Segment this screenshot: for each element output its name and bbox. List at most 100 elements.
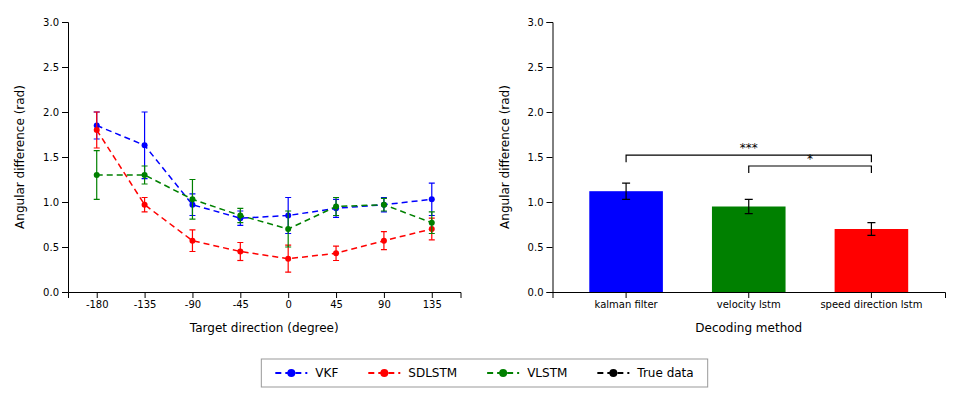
legend-marker <box>499 369 507 377</box>
legend-marker <box>287 369 295 377</box>
line <box>97 126 432 219</box>
tick: 1.0 <box>43 197 68 208</box>
tick: -45 <box>233 292 249 310</box>
point <box>142 202 148 208</box>
point <box>94 172 100 178</box>
x-axis-title: Target direction (degree) <box>189 321 339 335</box>
error-bar-cap <box>94 111 100 112</box>
error-bar-cap <box>333 246 339 247</box>
legend-marker <box>380 369 388 377</box>
y-axis: 0.00.51.01.52.02.53.0 <box>528 17 553 298</box>
error-bar-cap <box>189 229 195 230</box>
error-bar-cap <box>867 235 875 236</box>
tick-mark <box>547 67 553 68</box>
error-bar <box>867 223 875 236</box>
y-axis-title: Angular difference (rad) <box>13 85 27 229</box>
error-bar-cap <box>237 208 243 209</box>
error-bar-cap <box>237 242 243 243</box>
error-bar-cap <box>189 179 195 180</box>
tick: 0 <box>285 292 291 310</box>
error-bar <box>94 112 100 148</box>
tick: 2.5 <box>43 62 68 73</box>
tick: 3.0 <box>528 17 553 28</box>
error-bar <box>381 198 387 212</box>
tick: 2.5 <box>528 62 553 73</box>
tick: 1.5 <box>528 152 553 163</box>
error-bar-line <box>625 183 626 199</box>
point <box>381 238 387 244</box>
x-axis-title: Decoding method <box>695 321 802 335</box>
tick-label: 2.5 <box>43 62 59 73</box>
tick-label: 45 <box>330 299 343 310</box>
tick-label: 0.5 <box>528 242 544 253</box>
x-axis: kalman filtervelocity lstmspeed directio… <box>553 292 946 310</box>
error-bar-cap <box>94 147 100 148</box>
tick: 0.5 <box>43 242 68 253</box>
tick-mark <box>547 202 553 203</box>
tick: kalman filter <box>595 292 659 310</box>
error-bar-cap <box>285 197 291 198</box>
error-bar-cap <box>429 183 435 184</box>
tick-label: -90 <box>185 299 201 310</box>
error-bar-cap <box>333 215 339 216</box>
error-bar-cap <box>429 233 435 234</box>
legend-frame <box>261 359 707 387</box>
tick-mark <box>240 292 241 298</box>
point <box>189 238 195 244</box>
error-bar-cap <box>333 197 339 198</box>
point <box>237 249 243 255</box>
point <box>429 196 435 202</box>
error-bar-cap <box>285 210 291 211</box>
error-bar-cap <box>285 272 291 273</box>
tick: 0.0 <box>43 287 68 298</box>
y-axis-title: Angular difference (rad) <box>498 85 512 229</box>
tick-label: 2.5 <box>528 62 544 73</box>
series <box>94 112 435 272</box>
tick: speed direction lstm <box>820 292 922 310</box>
tick: 2.0 <box>43 107 68 118</box>
line <box>97 175 432 229</box>
tick-mark <box>871 292 872 298</box>
error-bar <box>189 180 195 220</box>
point <box>142 142 148 148</box>
error-bar <box>142 198 148 212</box>
error-bar-cap <box>429 239 435 240</box>
tick-label: 0.5 <box>43 242 59 253</box>
error-bar-cap <box>745 199 753 200</box>
axis-line <box>547 23 554 293</box>
point <box>189 196 195 202</box>
series <box>94 112 435 234</box>
error-bar-cap <box>142 165 148 166</box>
legend-marker <box>609 369 617 377</box>
tick: 3.0 <box>43 17 68 28</box>
tick-label: 3.0 <box>43 17 59 28</box>
point <box>94 127 100 133</box>
error-bar <box>285 245 291 272</box>
error-bar <box>381 198 387 211</box>
tick-label: speed direction lstm <box>820 299 922 310</box>
error-bar-cap <box>622 183 630 184</box>
error-bar <box>333 198 339 216</box>
tick: 45 <box>330 292 343 310</box>
error-bar <box>429 183 435 215</box>
tick-mark <box>547 22 553 23</box>
plot-area <box>589 155 908 292</box>
tick-label: 3.0 <box>528 17 544 28</box>
error-bar-cap <box>189 219 195 220</box>
tick-label: 135 <box>423 299 442 310</box>
tick-mark <box>547 247 553 248</box>
error-bar <box>94 151 100 200</box>
tick-mark <box>547 112 553 113</box>
bar-chart: 0.00.51.01.52.02.53.0kalman filterveloci… <box>498 17 946 335</box>
error-bar-cap <box>381 197 387 198</box>
point <box>285 256 291 262</box>
error-bar-cap <box>745 213 753 214</box>
point <box>381 202 387 208</box>
error-bar-cap <box>867 222 875 223</box>
error-bar <box>189 230 195 252</box>
error-bar <box>333 246 339 260</box>
tick-label: 2.0 <box>528 107 544 118</box>
error-bar-cap <box>237 260 243 261</box>
axis-line <box>69 293 462 299</box>
tick-label: 0 <box>285 299 291 310</box>
